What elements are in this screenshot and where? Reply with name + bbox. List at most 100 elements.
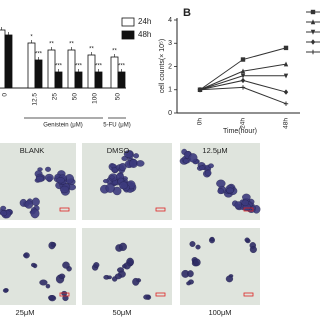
- marker: [240, 68, 246, 74]
- cell: [109, 175, 115, 180]
- bar: [74, 71, 83, 89]
- cell: [48, 295, 56, 301]
- significance: ***: [95, 64, 103, 70]
- group-label: 5-FU (μM): [103, 123, 130, 129]
- marker: [310, 29, 316, 35]
- bar: [54, 71, 63, 89]
- micrograph: [0, 143, 76, 220]
- marker: [283, 89, 289, 95]
- cell: [136, 160, 145, 167]
- y-tick-label: 1: [168, 87, 172, 94]
- cell: [0, 210, 8, 217]
- marker: [240, 73, 246, 79]
- micrograph-label: 25μM: [16, 308, 35, 317]
- cell: [123, 150, 134, 158]
- cell: [119, 242, 127, 251]
- significance: **: [89, 47, 94, 53]
- cell: [35, 175, 44, 183]
- x-tick-label: 0: [2, 93, 9, 97]
- significance: **: [69, 42, 74, 48]
- y-tick-label: 3: [168, 40, 172, 47]
- cell: [187, 270, 194, 278]
- cell: [24, 200, 34, 209]
- significance: ***: [75, 64, 83, 70]
- cell: [62, 261, 70, 269]
- cell: [217, 188, 225, 195]
- scale-bar: [243, 207, 254, 212]
- cell: [45, 283, 51, 289]
- cell: [242, 193, 251, 201]
- micrograph-label: 100μM: [208, 308, 231, 317]
- cell: [107, 275, 112, 280]
- cell: [241, 199, 250, 207]
- bar: [94, 71, 103, 89]
- scale-bar: [59, 207, 70, 212]
- marker: [310, 19, 316, 25]
- bar: [110, 56, 119, 89]
- legend-swatch: [121, 30, 135, 40]
- cell: [59, 185, 70, 194]
- cell: [48, 241, 56, 250]
- bar: [0, 29, 6, 89]
- x-tick-label: 50: [115, 93, 122, 101]
- x-tick-label: 48h: [283, 118, 290, 129]
- scale-bar: [155, 292, 166, 297]
- cell: [23, 252, 30, 259]
- cell: [249, 246, 257, 254]
- cell: [105, 183, 115, 193]
- bar: [117, 71, 126, 89]
- marker: [310, 9, 316, 15]
- marker: [310, 49, 316, 55]
- scale-bar: [243, 292, 254, 297]
- bar: [4, 34, 13, 89]
- cell: [234, 201, 242, 209]
- cell: [143, 294, 150, 300]
- micrograph: [179, 143, 261, 220]
- cell: [183, 158, 189, 164]
- significance: *: [30, 35, 33, 41]
- marker: [283, 101, 289, 106]
- cell: [39, 279, 48, 286]
- y-axis-label: cell counts(× 10⁵): [159, 39, 166, 93]
- significance: **: [112, 49, 117, 55]
- cell: [56, 177, 65, 184]
- significance: ***: [35, 52, 43, 58]
- cell: [195, 244, 201, 250]
- cell: [114, 273, 122, 280]
- cell: [37, 167, 43, 172]
- panel-label: B: [183, 7, 191, 19]
- bar: [67, 49, 76, 89]
- significance: ***: [118, 64, 126, 70]
- cell: [58, 273, 66, 280]
- cell: [110, 163, 117, 169]
- bar: [47, 49, 56, 89]
- x-tick-label: 24h: [240, 118, 247, 129]
- cell: [204, 169, 212, 177]
- cell: [133, 153, 139, 159]
- cell: [45, 166, 51, 172]
- micrograph-label: 12.5μM: [202, 146, 227, 155]
- marker: [283, 73, 289, 79]
- micrograph-label: DMSO: [107, 146, 130, 155]
- bar: [27, 42, 36, 89]
- legend-swatch: [121, 17, 135, 27]
- cell: [193, 258, 201, 267]
- scale-bar: [59, 292, 70, 297]
- cell: [30, 208, 40, 219]
- cell: [209, 236, 215, 242]
- cell: [188, 153, 198, 163]
- cell: [226, 187, 234, 194]
- cell: [119, 181, 128, 190]
- cell: [189, 241, 196, 247]
- cell: [208, 163, 214, 169]
- bar: [87, 54, 96, 89]
- micrograph-label: 50μM: [113, 308, 132, 317]
- cell: [216, 179, 226, 188]
- cell: [199, 165, 206, 171]
- cell: [31, 262, 36, 268]
- x-tick-label: 25: [52, 93, 59, 101]
- x-tick-label: 0h: [197, 118, 204, 126]
- micrograph: [82, 143, 172, 220]
- cell: [61, 290, 68, 296]
